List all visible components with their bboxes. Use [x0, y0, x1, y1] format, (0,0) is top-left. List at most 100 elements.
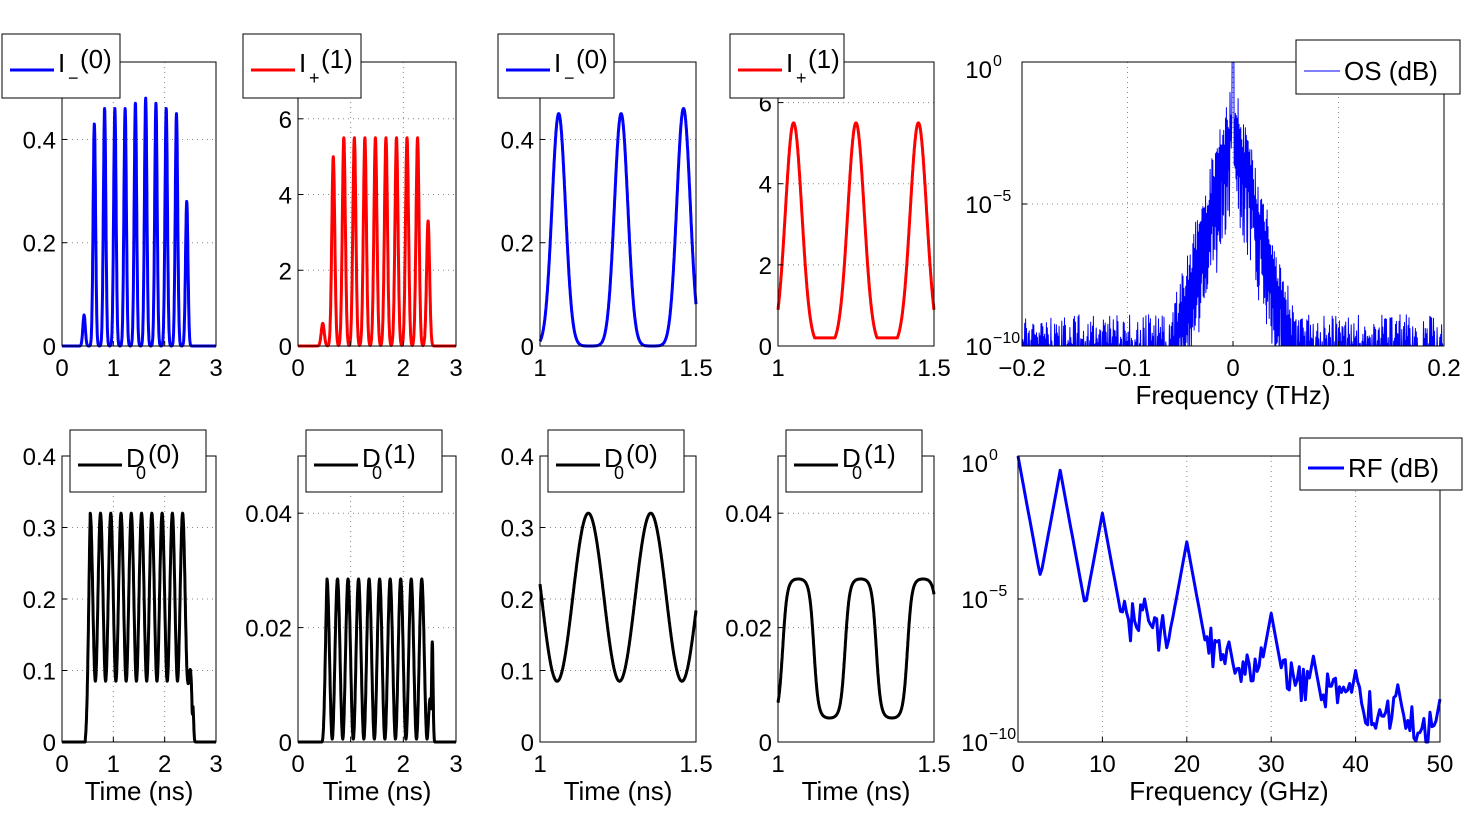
legend-box: [729, 33, 845, 99]
legend: OS (dB): [1295, 39, 1461, 95]
x-tick-label: 10: [1089, 751, 1116, 778]
x-tick-label: 3: [209, 355, 222, 382]
legend-label: RF (dB): [1348, 453, 1439, 483]
x-tick-label: 2: [158, 751, 171, 778]
y-tick-label: 0: [279, 730, 292, 757]
legend: I +(1): [242, 33, 362, 99]
x-tick-label: 3: [209, 751, 222, 778]
y-tick-label: 0.2: [501, 587, 534, 614]
legend: D0(0): [69, 429, 207, 493]
legend-label-main: D: [604, 443, 623, 473]
y-tick-label: 0.4: [501, 444, 534, 471]
legend-label-sub: +: [796, 68, 807, 88]
legend-label-main: D: [842, 443, 861, 473]
x-tick-label: 1.5: [679, 355, 712, 382]
legend-label-tail: (0): [576, 44, 608, 74]
y-tick-label: 0.2: [501, 231, 534, 258]
y-tick-exponent: 0: [989, 447, 998, 464]
legend-label-tail: (0): [148, 439, 180, 469]
x-tick-label: 1: [107, 751, 120, 778]
series-line-p3: [538, 107, 698, 348]
y-tick-label: 0: [521, 334, 534, 361]
y-tick-label: 0: [43, 730, 56, 757]
legend-box: [547, 429, 685, 493]
y-tick-label: 0: [521, 730, 534, 757]
legend-box: [497, 33, 615, 99]
x-tick-label: 1.5: [679, 751, 712, 778]
series-line-p9: [776, 577, 936, 720]
legend-label-tail: (1): [808, 44, 840, 74]
legend-label-main: D: [126, 443, 145, 473]
legend-box: [1299, 437, 1463, 491]
y-tick-label: 0.3: [23, 516, 56, 543]
y-tick-label: 0.4: [23, 127, 56, 154]
x-tick-label: 1: [771, 355, 784, 382]
legend-label-sub: 0: [136, 463, 146, 483]
legend-label-tail: (0): [80, 44, 112, 74]
y-tick-label: 0: [759, 730, 772, 757]
x-axis-label: Time (ns): [802, 776, 911, 806]
legend-label-tail: (1): [321, 44, 353, 74]
legend-label-sub: −: [564, 68, 575, 88]
x-axis-label: Time (ns): [564, 776, 673, 806]
y-tick-label: 10: [965, 192, 992, 219]
y-tick-label: 0.4: [501, 127, 534, 154]
y-tick-label: 0.02: [245, 616, 292, 643]
y-tick-label: 10: [965, 334, 992, 361]
legend-label-main: D: [362, 443, 381, 473]
legend-label-sub: −: [68, 68, 79, 88]
x-axis-label: Frequency (GHz): [1129, 776, 1328, 806]
x-tick-label: 30: [1258, 751, 1285, 778]
x-tick-label: 0: [55, 751, 68, 778]
legend-label-sub: 0: [614, 463, 624, 483]
y-tick-label: 6: [279, 107, 292, 134]
legend-label: OS (dB): [1344, 56, 1438, 86]
y-tick-exponent: −5: [993, 188, 1011, 205]
x-tick-label: −0.1: [1104, 355, 1151, 382]
x-tick-label: 3: [449, 751, 462, 778]
x-tick-label: 0.2: [1427, 355, 1460, 382]
legend: D0(1): [785, 429, 923, 493]
chart-p1: 0 1 2 3 0 0.2 0.4 I −(0): [1, 33, 223, 382]
legend-box: [69, 429, 207, 493]
y-tick-label: 0.02: [725, 616, 772, 643]
legend-label-sub: 0: [372, 463, 382, 483]
legend: I −(0): [497, 33, 615, 99]
x-tick-label: 1: [771, 751, 784, 778]
x-axis-label: Frequency (THz): [1135, 380, 1330, 410]
y-tick-label: 2: [279, 258, 292, 285]
x-axis-label: Time (ns): [323, 776, 432, 806]
y-tick-exponent: −5: [989, 583, 1007, 600]
y-tick-exponent: −10: [989, 726, 1016, 743]
x-axis-label: Time (ns): [85, 776, 194, 806]
y-tick-label: 0.2: [23, 587, 56, 614]
x-tick-label: 2: [158, 355, 171, 382]
x-tick-label: 1.5: [917, 355, 950, 382]
x-tick-label: 0.1: [1322, 355, 1355, 382]
series-line-p7: [296, 577, 458, 744]
x-tick-label: 2: [397, 751, 410, 778]
legend: D0(0): [547, 429, 685, 493]
legend-label-main: I: [58, 48, 65, 78]
series-line-p10: [1016, 455, 1442, 744]
legend-label-tail: (0): [626, 439, 658, 469]
x-tick-label: 50: [1427, 751, 1454, 778]
series-line-p6: [60, 511, 218, 744]
axes-frame: [539, 61, 697, 347]
x-tick-label: 0: [1011, 751, 1024, 778]
legend-label-sub: 0: [852, 463, 862, 483]
y-tick-label: 10: [961, 587, 988, 614]
axes-frame: [297, 61, 457, 347]
x-tick-label: 2: [397, 355, 410, 382]
y-tick-label: 0.1: [23, 659, 56, 686]
x-tick-label: 40: [1342, 751, 1369, 778]
axes-frame: [539, 455, 697, 743]
legend-box: [1, 33, 121, 99]
series-line-p2: [296, 136, 458, 348]
